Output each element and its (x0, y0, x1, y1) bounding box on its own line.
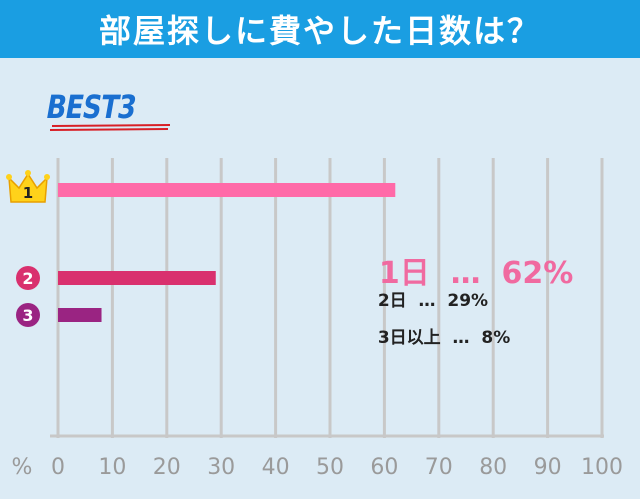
page-title: 部屋探しに費やした日数は？ (0, 0, 640, 58)
rank1-category: 1日 (378, 256, 430, 291)
x-tick-label: 30 (207, 455, 235, 480)
rank2-category: 2日 (377, 291, 407, 311)
rank2-value-label: 2日 … 29% (366, 266, 488, 311)
rank3-value-label: 3日以上 … 8% (366, 303, 510, 348)
rank1-separator: … (450, 256, 481, 291)
x-tick-label: 100 (581, 455, 623, 480)
bar-2 (58, 271, 216, 285)
rank2-separator: … (418, 291, 436, 311)
rank1-number: 1 (23, 184, 33, 202)
crown-icon (8, 172, 48, 203)
x-axis-label: % (12, 455, 33, 480)
rank1-value: 62% (501, 256, 574, 291)
x-tick-label: 20 (153, 455, 181, 480)
best3-underline (50, 124, 171, 131)
rank2-number: 2 (22, 269, 33, 288)
crown-jewel (25, 170, 31, 176)
x-tick-label: 60 (370, 455, 398, 480)
rank3-circle-icon (16, 303, 40, 327)
x-tick-label: 90 (534, 455, 562, 480)
x-tick-label: 40 (262, 455, 290, 480)
x-tick-label: 50 (316, 455, 344, 480)
x-tick-label: 10 (98, 455, 126, 480)
rank2-value: 29% (447, 291, 489, 311)
crown-jewel (44, 174, 50, 180)
x-tick-label: 0 (51, 455, 65, 480)
x-tick-label: 70 (425, 455, 453, 480)
rank2-circle-icon (16, 266, 40, 290)
rank3-category: 3日以上 (377, 328, 441, 348)
bar-3 (58, 308, 102, 322)
rank3-separator: … (452, 328, 470, 348)
rank1-value-label: 1日 … 62% (358, 213, 573, 292)
rank3-number: 3 (22, 306, 33, 325)
bar-1 (58, 183, 396, 197)
rank3-value: 8% (481, 328, 511, 348)
crown-jewel (6, 174, 12, 180)
x-tick-label: 80 (479, 455, 507, 480)
